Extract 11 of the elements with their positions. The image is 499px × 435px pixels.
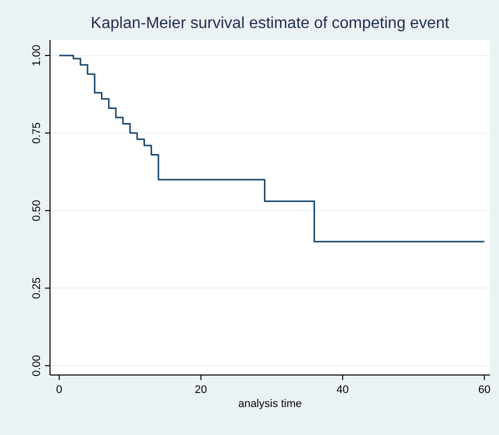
x-tick-label: 20 — [194, 384, 208, 396]
chart-title: Kaplan-Meier survival estimate of competing event — [90, 15, 450, 32]
y-tick-label: 0.75 — [31, 122, 43, 144]
x-tick-label: 60 — [478, 384, 490, 396]
x-axis-title: analysis time — [238, 398, 302, 410]
y-tick-label: 0.00 — [31, 354, 43, 376]
y-tick-label: 0.25 — [31, 277, 43, 299]
y-tick-label: 0.50 — [31, 200, 43, 222]
x-tick-label: 40 — [336, 384, 349, 396]
x-tick-label: 0 — [56, 384, 62, 396]
y-tick-label: 1.00 — [31, 44, 43, 66]
